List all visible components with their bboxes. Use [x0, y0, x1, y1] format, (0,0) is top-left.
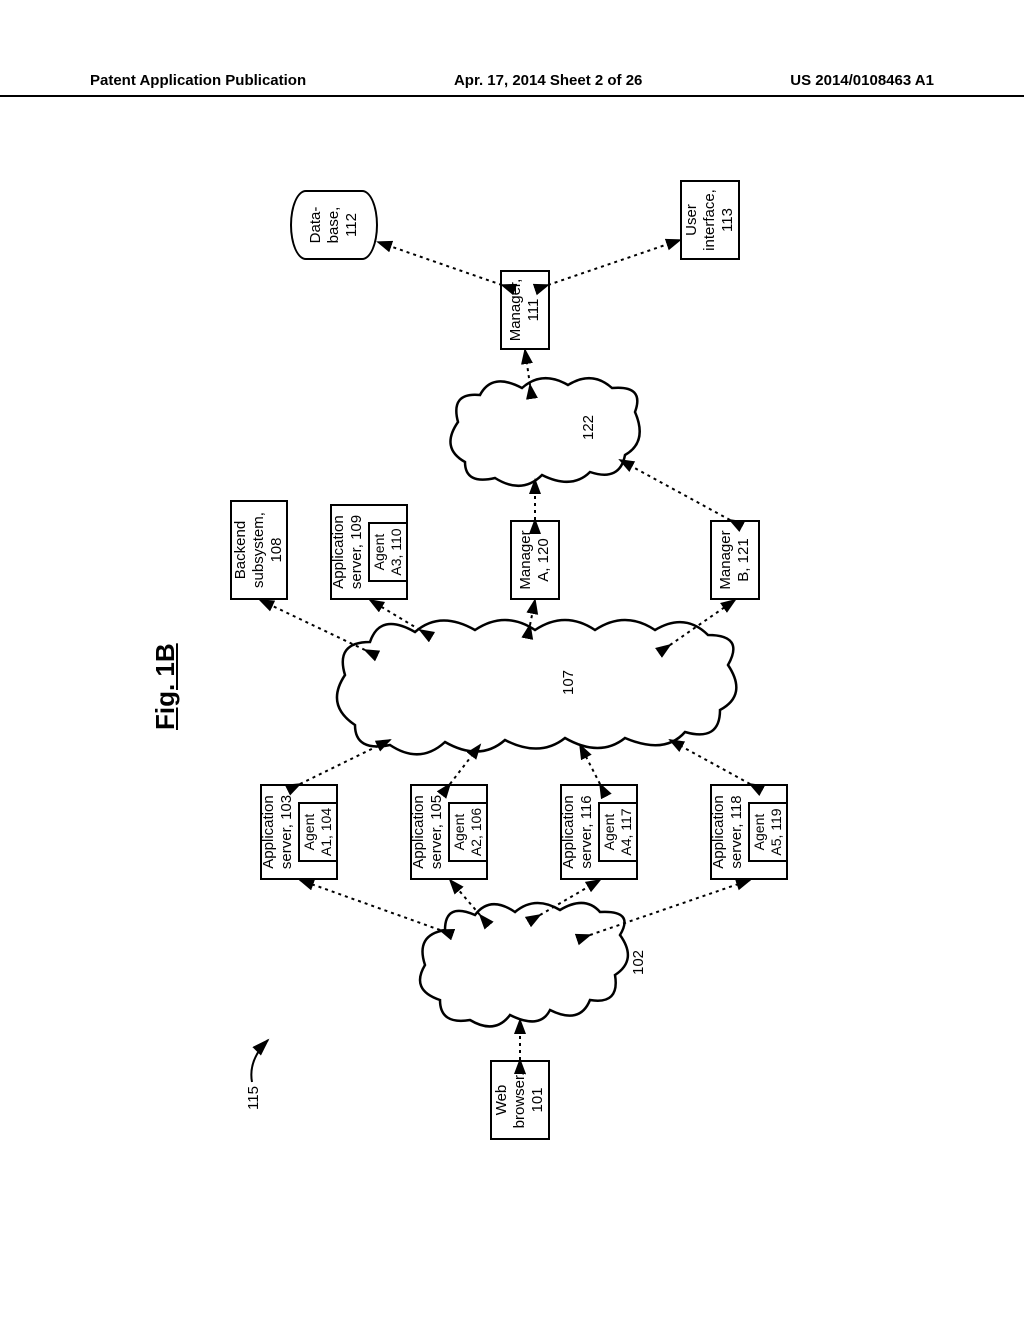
cloud-107-label: 107: [560, 670, 577, 695]
header-right: US 2014/0108463 A1: [790, 72, 934, 89]
database-label: Data-base,112: [307, 207, 361, 244]
diagram-area: Fig. 1B 115 102 107 122 Webbrowser, 101: [10, 290, 1010, 1030]
cloud-102-label: 102: [630, 950, 647, 975]
node-database: Data-base,112: [290, 190, 378, 260]
node-manager-a: ManagerA, 120: [510, 520, 560, 600]
ui-label: Userinterface,113: [683, 189, 737, 251]
agent-a1: AgentA1, 104: [298, 802, 338, 862]
cloud-102: [400, 900, 640, 1030]
node-app-server-116: Applicationserver, 116 AgentA4, 117: [560, 784, 638, 880]
app-118-label: Applicationserver, 118: [710, 795, 746, 868]
node-app-server-118: Applicationserver, 118 AgentA5, 119: [710, 784, 788, 880]
agent-a4: AgentA4, 117: [598, 802, 638, 861]
node-app-server-109: Applicationserver, 109 AgentA3, 110: [330, 504, 408, 600]
node-app-server-103: Applicationserver, 103 AgentA1, 104: [260, 784, 338, 880]
rotated-canvas: Fig. 1B 115 102 107 122 Webbrowser, 101: [140, 160, 880, 1160]
node-user-interface: Userinterface,113: [680, 180, 740, 260]
ref-115: 115: [245, 1086, 262, 1110]
cloud-122: [430, 370, 650, 490]
node-app-server-105: Applicationserver, 105 AgentA2, 106: [410, 784, 488, 880]
agent-a3: AgentA3, 110: [368, 522, 408, 581]
header-left: Patent Application Publication: [90, 72, 306, 89]
agent-a2: AgentA2, 106: [448, 802, 488, 862]
node-backend: Backendsubsystem,108: [230, 500, 288, 600]
node-manager: Manager,111: [500, 270, 550, 350]
cloud-107: [320, 610, 750, 760]
app-116-label: Applicationserver, 116: [560, 795, 596, 868]
manager-b-label: ManagerB, 121: [717, 530, 753, 589]
page-header: Patent Application Publication Apr. 17, …: [0, 72, 1024, 97]
figure-title: Fig. 1B: [150, 643, 181, 730]
node-manager-b: ManagerB, 121: [710, 520, 760, 600]
node-web-browser: Webbrowser, 101: [490, 1060, 550, 1140]
manager-label: Manager,111: [507, 279, 543, 342]
header-center: Apr. 17, 2014 Sheet 2 of 26: [454, 72, 642, 89]
web-browser-num: 101: [529, 1087, 547, 1112]
cloud-122-label: 122: [580, 415, 597, 440]
app-109-label: Applicationserver, 109: [330, 515, 366, 589]
manager-a-label: ManagerA, 120: [517, 530, 553, 589]
backend-label: Backendsubsystem,108: [232, 512, 286, 588]
agent-a5: AgentA5, 119: [748, 802, 788, 861]
web-browser-label: Webbrowser,: [493, 1072, 529, 1129]
app-105-label: Applicationserver, 105: [410, 795, 446, 869]
app-103-label: Applicationserver, 103: [260, 795, 296, 869]
